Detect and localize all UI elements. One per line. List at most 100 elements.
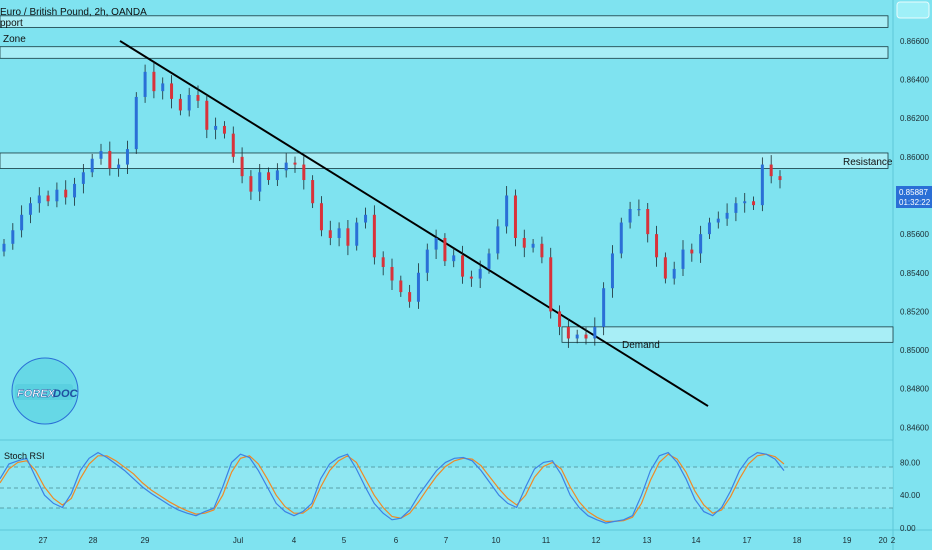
zone-rect — [561, 326, 894, 343]
candle-body — [37, 195, 41, 204]
candle-body — [540, 243, 544, 258]
stoch-d-line — [0, 453, 785, 522]
candle-body — [20, 214, 24, 231]
candle-body — [390, 266, 394, 281]
candle-body — [734, 203, 738, 213]
candle-body — [2, 243, 6, 252]
price-tick-label: 0.84800 — [900, 385, 929, 394]
candle-body — [240, 156, 244, 177]
candle-body — [214, 125, 218, 130]
candle-body — [522, 237, 526, 248]
candle-body — [637, 209, 641, 211]
candle-body — [152, 71, 156, 92]
trendline[interactable] — [119, 40, 709, 407]
price-axis-panel[interactable] — [893, 0, 932, 550]
candle-body — [434, 237, 438, 250]
candle-body — [461, 255, 465, 277]
price-tick-label: 0.85400 — [900, 269, 929, 278]
candle-body — [90, 158, 94, 173]
candle-body — [275, 170, 279, 181]
time-tick-label: 17 — [743, 536, 752, 545]
time-tick-label: 11 — [542, 536, 551, 545]
candle-body — [487, 253, 491, 269]
candle-body — [452, 255, 456, 262]
candle-body — [496, 226, 500, 254]
candle-body — [575, 334, 579, 339]
last-price-value: 0.85887 — [899, 188, 928, 197]
candle-body — [707, 222, 711, 235]
candle-body — [293, 162, 297, 165]
stoch-tick-label: 40.00 — [900, 491, 921, 500]
candle-body — [593, 326, 597, 339]
candle-body — [549, 257, 553, 312]
candle-body — [302, 164, 306, 181]
zone-rect — [0, 46, 889, 59]
stoch-tick-label: 80.00 — [900, 458, 921, 467]
price-tick-label: 0.86400 — [900, 76, 929, 85]
candle-body — [699, 234, 703, 254]
candle-body — [672, 268, 676, 279]
price-tick-label: 0.84600 — [900, 423, 929, 432]
demand-label: Demand — [622, 340, 660, 351]
candle-body — [505, 195, 509, 227]
time-tick-label: 4 — [292, 536, 297, 545]
time-tick-label: 7 — [444, 536, 449, 545]
stoch-tick-label: 0.00 — [900, 524, 916, 533]
time-tick-label: 29 — [141, 536, 150, 545]
candle-body — [663, 257, 667, 279]
candle-body — [222, 125, 226, 134]
candle-body — [249, 176, 253, 192]
candle-body — [258, 172, 262, 192]
forexdoc-logo: FOREX DOC — [11, 357, 79, 425]
candle-body — [205, 100, 209, 130]
candle-body — [187, 95, 191, 111]
candle-body — [231, 133, 235, 157]
candle-body — [381, 257, 385, 267]
candle-body — [267, 172, 271, 181]
candle-body — [196, 95, 200, 101]
time-tick-label: 20 — [879, 536, 888, 545]
time-tick-label: 6 — [394, 536, 399, 545]
candle-body — [73, 183, 77, 198]
zone-rect — [0, 15, 889, 28]
support-label: pport — [0, 18, 23, 29]
symbol-title: Euro / British Pound, 2h, OANDA — [0, 7, 147, 18]
candle-body — [610, 253, 614, 289]
candle-body — [178, 98, 182, 111]
candle-body — [769, 164, 773, 177]
candle-body — [99, 151, 103, 159]
candle-body — [46, 195, 50, 202]
last-price-badge — [896, 186, 932, 208]
price-tick-label: 0.85200 — [900, 307, 929, 316]
candle-body — [681, 249, 685, 269]
candle-body — [337, 228, 341, 238]
candle-body — [319, 203, 323, 231]
resistance-label: Resistance — [843, 157, 893, 168]
candle-body — [425, 249, 429, 273]
stoch-band — [0, 467, 893, 508]
candle-body — [81, 172, 85, 184]
candle-body — [134, 96, 138, 150]
candle-body — [566, 326, 570, 339]
candle-body — [716, 218, 720, 223]
candle-body — [416, 272, 420, 302]
candles-layer — [2, 62, 782, 348]
time-tick-label: 14 — [692, 536, 701, 545]
logo-text-forex: FOREX — [17, 388, 56, 400]
time-tick-label: Jul — [233, 536, 243, 545]
settings-button[interactable] — [896, 1, 930, 19]
candle-body — [170, 83, 174, 99]
candle-body — [117, 164, 121, 169]
candle-body — [143, 71, 147, 97]
candle-body — [690, 249, 694, 254]
time-tick-label: 2 — [891, 536, 896, 545]
zone-rect — [0, 152, 889, 169]
candle-body — [355, 222, 359, 246]
price-tick-label: 0.86000 — [900, 153, 929, 162]
candle-body — [602, 288, 606, 327]
time-tick-label: 13 — [643, 536, 652, 545]
candle-body — [346, 228, 350, 246]
time-tick-label: 28 — [89, 536, 98, 545]
candle-body — [364, 214, 368, 223]
